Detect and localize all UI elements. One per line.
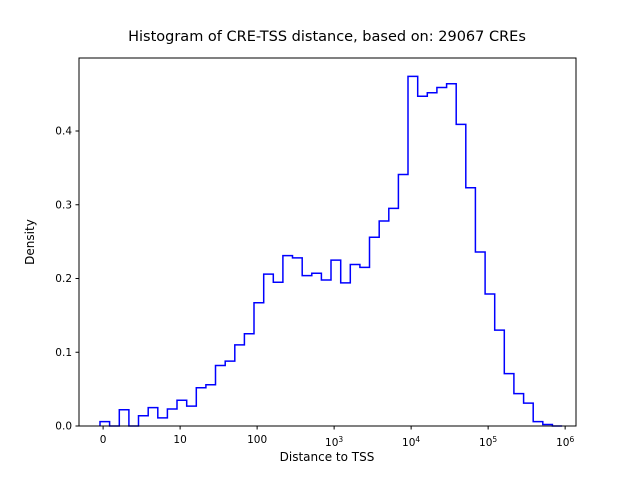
x-tick-label: 105	[479, 435, 497, 449]
x-tick-label: 10	[173, 434, 186, 446]
x-tick-label: 104	[402, 435, 420, 449]
y-tick-label: 0.2	[55, 273, 72, 285]
x-tick-label: 103	[325, 435, 343, 449]
histogram-step-line	[99, 75, 563, 427]
x-tick-label: 106	[556, 435, 574, 449]
y-axis-label: Density	[23, 219, 37, 265]
y-tick-label: 0.1	[55, 347, 72, 359]
chart-title: Histogram of CRE-TSS distance, based on:…	[128, 29, 526, 45]
x-axis-label: Distance to TSS	[279, 450, 375, 464]
x-tick-label: 100	[247, 434, 267, 446]
y-tick-label: 0.4	[55, 126, 72, 138]
x-tick-label: 0	[100, 434, 107, 446]
y-tick-label: 0.3	[55, 199, 72, 211]
plot-border	[78, 57, 577, 427]
y-tick-label: 0.0	[55, 421, 72, 433]
